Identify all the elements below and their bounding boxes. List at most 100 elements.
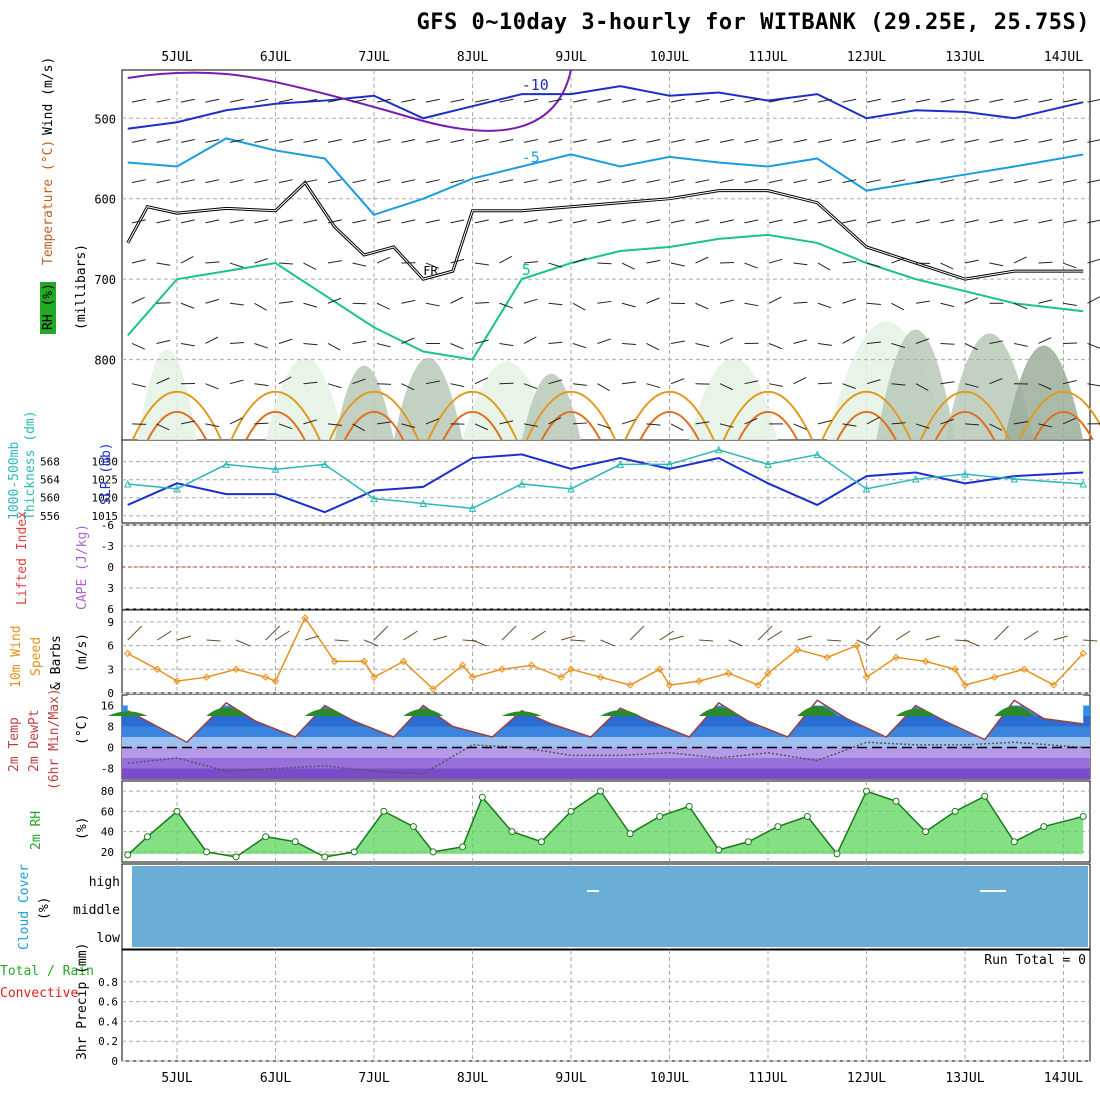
- wind-tick-label: 3: [107, 663, 114, 676]
- temp-contour-warm: [328, 390, 420, 441]
- rh-shading: [393, 357, 463, 440]
- rh-marker: [409, 823, 417, 831]
- wind-barb: [793, 138, 808, 143]
- wind-barb: [401, 299, 416, 304]
- wind-barb: [940, 381, 955, 385]
- wind-barb: [670, 340, 685, 344]
- rh-marker: [626, 830, 634, 838]
- wind-barb: [646, 259, 661, 264]
- wind-barb: [1038, 219, 1053, 224]
- wind-barb: [352, 378, 366, 385]
- wind-barb: [817, 219, 832, 224]
- wind-barb: [1087, 179, 1100, 184]
- wind-barb: [548, 417, 562, 425]
- thickness-marker: [271, 465, 280, 473]
- wind-barb: [842, 260, 857, 264]
- rh-marker: [262, 833, 270, 841]
- wind-barb-10m: [866, 625, 881, 641]
- rh-marker: [715, 846, 723, 854]
- wind-barb: [180, 342, 195, 347]
- temp-line: [127, 699, 1084, 744]
- wind-barb-10m: [629, 625, 645, 641]
- wind-barb: [940, 138, 955, 143]
- temp-peak-fill: [501, 711, 542, 716]
- wind-line: [127, 616, 1084, 691]
- ylabel-precip-total: Total / Rain: [0, 964, 94, 979]
- temp-contour-hot: [245, 411, 306, 441]
- wind-barb: [156, 138, 171, 143]
- wind-barb: [768, 138, 783, 143]
- wind-barb: [499, 219, 514, 224]
- wind-barb: [621, 179, 636, 184]
- temp-contour-hot: [639, 411, 700, 441]
- wind-barb: [450, 138, 465, 143]
- wind-barb: [352, 138, 367, 143]
- freezing-inner: [127, 181, 1084, 280]
- wind-barb: [180, 98, 195, 103]
- cloud-tick-label: low: [97, 931, 121, 946]
- contour-label: 5: [522, 261, 531, 279]
- wind-barb: [989, 219, 1004, 224]
- wind-barb: [744, 98, 759, 103]
- wind-barb: [915, 138, 930, 143]
- precip-tick-label: 0.8: [98, 976, 118, 989]
- temp-peak-fill: [107, 711, 148, 716]
- rh-tick-label: 80: [101, 785, 114, 798]
- wind-marker: [498, 665, 506, 673]
- pressure-tick-label: 700: [94, 273, 116, 287]
- wind-barb: [254, 258, 268, 264]
- temp-tick-label: 16: [101, 700, 114, 713]
- wind-marker: [823, 653, 831, 662]
- wind-barb: [842, 179, 857, 184]
- wind-barb: [499, 255, 512, 264]
- wind-marker: [921, 657, 930, 666]
- date-label-bottom: 10JUL: [650, 1071, 689, 1086]
- wind-barb: [572, 257, 587, 264]
- ylabel-wind10m-barbs: & Barbs: [49, 635, 64, 690]
- wind-barb: [793, 423, 807, 430]
- wind-barb: [327, 260, 342, 264]
- date-label-bottom: 13JUL: [945, 1071, 984, 1086]
- wind-barb: [621, 381, 636, 385]
- ylabel-slp: SLP (mb): [99, 442, 114, 505]
- temp-color-band: [122, 737, 1090, 748]
- wind-barb-10m: [176, 635, 192, 641]
- wind-barb: [254, 383, 269, 387]
- wind-barb: [278, 338, 293, 344]
- wind-barb: [915, 179, 930, 184]
- wind-barb: [548, 262, 563, 268]
- wind-barb: [866, 379, 881, 385]
- wind-barb: [327, 219, 342, 224]
- wind-barb-10m: [659, 630, 674, 641]
- wind-barb: [1087, 219, 1100, 224]
- temp-contour-warm: [427, 390, 518, 441]
- wind-barb: [376, 383, 392, 385]
- wind-barb: [597, 219, 612, 224]
- contour-label: -10: [522, 76, 549, 94]
- rh-marker: [981, 792, 989, 800]
- wind-barb: [327, 138, 342, 143]
- wind-marker: [360, 657, 368, 666]
- wind-barb: [866, 341, 881, 344]
- wind-barb: [450, 296, 464, 304]
- rh-marker: [350, 848, 358, 856]
- wind-barb: [425, 302, 440, 307]
- wind-barb: [670, 423, 684, 431]
- wind-barb: [891, 98, 906, 103]
- ylabel-pressure: (millibars): [74, 244, 89, 330]
- wind-barb: [450, 343, 464, 350]
- date-label-bottom: 14JUL: [1044, 1071, 1083, 1086]
- wind-barb-10m: [757, 625, 773, 641]
- wind-barb: [1062, 262, 1077, 269]
- wind-barb: [842, 219, 857, 224]
- wind-marker: [961, 681, 969, 689]
- date-label-top: 5JUL: [161, 50, 192, 65]
- temp-tick-label: 8: [107, 721, 114, 734]
- precip-tick-label: 0.2: [98, 1035, 118, 1048]
- wind-barb: [180, 256, 194, 264]
- rh-marker: [232, 853, 240, 861]
- wind-barb: [719, 299, 734, 304]
- wind-barb-10m: [363, 639, 379, 647]
- ylabel-wind10m-speed: Speed: [29, 637, 44, 676]
- wind-barb: [352, 423, 365, 432]
